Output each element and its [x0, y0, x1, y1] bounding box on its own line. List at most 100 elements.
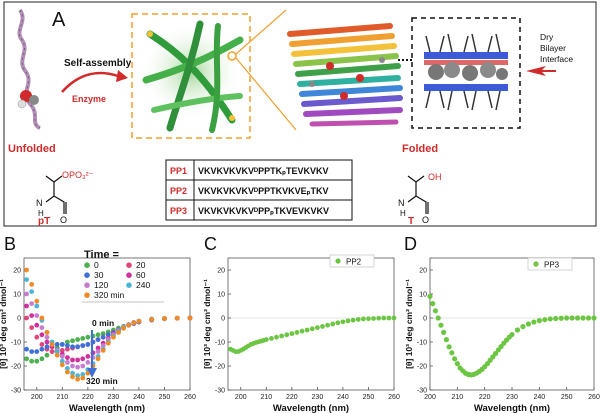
data-point [542, 317, 548, 323]
data-point [105, 340, 111, 346]
data-point [24, 277, 29, 282]
data-point [85, 360, 91, 365]
data-point [24, 267, 29, 273]
data-point [304, 327, 310, 333]
data-point [121, 325, 126, 331]
data-point [34, 322, 40, 328]
data-point [443, 337, 449, 343]
data-point [100, 334, 106, 340]
x-tick-label: 200 [31, 394, 43, 401]
x-tick-label: 240 [133, 394, 145, 401]
legend-item-320-min: 320 min [84, 290, 125, 300]
data-point [100, 331, 106, 336]
self-assembly-label: Self-assembly [64, 58, 132, 69]
chart-C: 200 210 220 230 240 250 260 -30 -20 -10 0 10 20 Wavel… [202, 257, 400, 413]
data-point [391, 315, 397, 321]
plot-frame [429, 257, 595, 391]
legend-label: 120 [94, 280, 108, 290]
y-tick-label: 0 [221, 316, 225, 323]
data-point [24, 346, 29, 352]
x-tick-label: 230 [506, 394, 518, 401]
data-point [29, 282, 35, 287]
data-point [80, 363, 86, 369]
data-point [289, 331, 295, 336]
x-tick-label: 250 [561, 394, 573, 401]
data-point [345, 318, 351, 324]
T-h-label: H [400, 209, 406, 218]
unfolded-peptide-illustration [17, 8, 42, 130]
data-point [75, 344, 81, 350]
data-point [59, 354, 65, 359]
data-point [34, 303, 40, 309]
data-point [531, 319, 537, 325]
data-point [29, 301, 35, 306]
peptide-table: PP1 VKVKVKVKVᴰPPTKₚTEVKVKV PP2 VKVKVKVKV… [165, 159, 353, 221]
data-point [75, 364, 81, 370]
data-point [59, 342, 65, 347]
T-hydroxyl-group: OH [428, 172, 442, 182]
data-point [340, 319, 346, 325]
legend-marker [84, 282, 90, 289]
data-point [80, 336, 86, 341]
y-tick-label: -30 [215, 388, 225, 395]
y-tick-label: -20 [11, 364, 21, 371]
y-tick-label: -10 [215, 340, 225, 347]
data-point [44, 344, 50, 350]
peptide-seq-2: VKVKVKVKVᴰPPTKVKVEₚTKV [198, 186, 328, 196]
pT-nh-label: N [36, 198, 43, 208]
data-point [493, 350, 499, 357]
data-point [85, 342, 91, 347]
legend-title: Time = [84, 249, 119, 261]
data-point [263, 337, 269, 342]
x-tick-label: 250 [363, 394, 375, 401]
y-tick-label: 0 [17, 316, 21, 323]
legend-item-120: 120 [84, 280, 108, 290]
data-point [70, 344, 75, 350]
data-point [446, 344, 452, 350]
legend-marker [126, 272, 132, 279]
data-point [100, 348, 106, 353]
data-point [49, 342, 55, 347]
data-point [454, 361, 460, 367]
data-point [54, 342, 60, 347]
plot-frame [23, 257, 191, 391]
legend-marker [126, 262, 132, 269]
y-tick-label: 20 [13, 268, 21, 275]
data-point [29, 325, 35, 330]
data-point [39, 325, 45, 330]
data-point [95, 337, 101, 342]
annotation-0-min: 0 min [92, 318, 114, 328]
x-tick-label: 220 [286, 394, 298, 401]
interface-arrow [526, 66, 546, 76]
data-point [330, 321, 336, 327]
data-point [65, 366, 70, 371]
y-tick-label: 10 [419, 292, 427, 299]
data-point [547, 316, 553, 322]
x-tick-label: 240 [533, 394, 545, 401]
data-point [54, 352, 60, 358]
data-point [95, 356, 101, 362]
beta-sheet-bilayer-illustration [287, 23, 403, 127]
pT-h-label: H [38, 209, 44, 218]
data-point [24, 356, 29, 362]
enzyme-arrow [61, 71, 119, 93]
data-point [44, 352, 50, 358]
y-tick-label: -30 [417, 388, 427, 395]
chart-D: 200 210 220 230 240 250 260 -30 -20 -10 0 10 20 Wavel… [404, 257, 600, 413]
chart-B: 200 210 220 230 240 250 260-30-20-1001020Wavel… [0, 257, 196, 413]
panel-b-letter: B [4, 234, 16, 254]
y-tick-label: 20 [419, 268, 427, 275]
y-tick-label: -10 [417, 340, 427, 347]
data-point [299, 328, 305, 334]
data-point [427, 293, 433, 299]
data-point [386, 315, 392, 321]
enzyme-label: Enzyme [72, 94, 106, 104]
legend-item-60: 60 [126, 270, 146, 280]
data-point [441, 329, 447, 335]
peptide-seq-3: VKVKVKVKVᴰPPₚTKVEVKVKV [198, 206, 329, 216]
pT-label: pT [38, 216, 50, 227]
data-point [24, 291, 29, 297]
y-tick-label: 20 [217, 268, 225, 275]
data-point [591, 315, 597, 321]
